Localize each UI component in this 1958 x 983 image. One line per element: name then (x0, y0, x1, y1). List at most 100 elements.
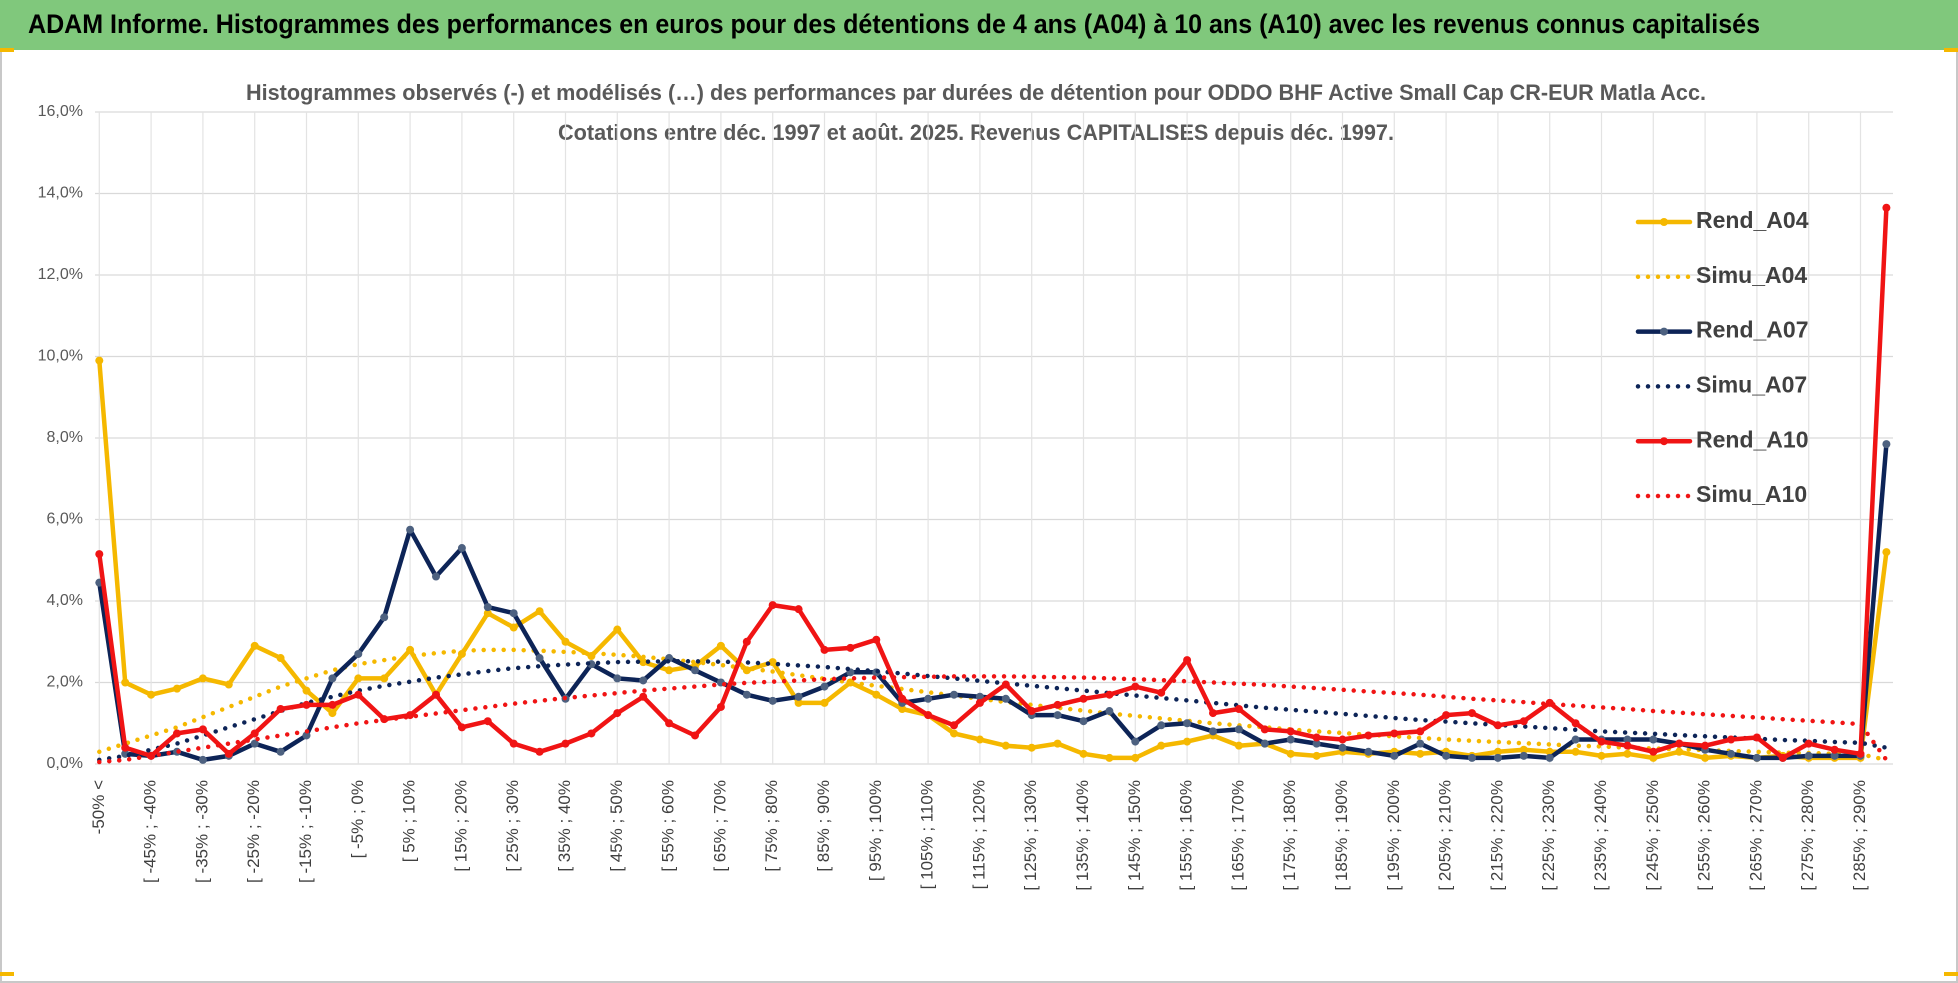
point (613, 709, 622, 718)
point (924, 694, 933, 703)
point (1493, 747, 1502, 756)
point (1286, 735, 1295, 744)
point (354, 690, 363, 699)
point (716, 702, 725, 711)
x-tick-label: [ 135% ; 140% (1073, 780, 1092, 891)
point (1364, 731, 1373, 740)
point (1053, 711, 1062, 720)
point (1234, 725, 1243, 734)
point (1468, 709, 1476, 718)
point (1416, 739, 1425, 748)
point (509, 609, 518, 618)
point (173, 684, 181, 693)
point (1468, 753, 1476, 762)
point (794, 692, 803, 701)
point (716, 641, 725, 650)
point (1001, 680, 1010, 689)
point (1442, 711, 1451, 720)
point (1260, 725, 1269, 734)
point (1001, 741, 1010, 750)
point (1597, 737, 1606, 746)
x-tick-label: [ 115% ; 120% (969, 780, 988, 889)
point (1001, 694, 1010, 703)
point (1027, 707, 1036, 716)
point (276, 704, 285, 713)
corner (0, 972, 14, 976)
x-tick-label: [ 95% ; 100% (866, 780, 885, 881)
point (1312, 733, 1321, 742)
point (1752, 733, 1761, 742)
series-line (97, 659, 1889, 763)
point (535, 654, 544, 663)
point (302, 700, 311, 709)
x-tick-label: [ -35% ; -30% (192, 780, 211, 883)
point (561, 739, 570, 748)
point (1597, 751, 1606, 760)
y-tick-label: 14,0% (38, 185, 83, 202)
point (1882, 203, 1891, 212)
point (1727, 749, 1735, 758)
point (432, 572, 440, 581)
y-tick-label: 12,0% (38, 266, 83, 283)
point (1209, 727, 1217, 736)
point (1286, 749, 1295, 758)
page-title: ADAM Informe. Histogrammes des performan… (28, 9, 1760, 39)
point (924, 711, 933, 720)
y-tick-label: 8,0% (47, 429, 83, 446)
x-tick-label: [ 155% ; 160% (1177, 780, 1196, 891)
x-tick-label: [ -15% ; -10% (296, 780, 315, 883)
point (380, 613, 389, 622)
point (691, 666, 699, 675)
x-tick-label: [ 255% ; 260% (1695, 780, 1714, 891)
point (1286, 727, 1295, 736)
point (1519, 745, 1528, 754)
x-tick-label: -50% < (89, 780, 108, 834)
point (1157, 741, 1166, 750)
point (1053, 700, 1062, 709)
series-line (97, 441, 1889, 763)
point (1701, 741, 1710, 750)
point (820, 698, 829, 707)
corner (0, 48, 14, 52)
x-tick-label: [ 275% ; 280% (1798, 780, 1817, 891)
legend-label: Simu_A07 (1696, 371, 1807, 397)
plot (95, 203, 1891, 765)
point (535, 607, 544, 616)
point (975, 698, 984, 707)
y-tick-label: 4,0% (47, 592, 83, 609)
point (1752, 753, 1761, 762)
point (1519, 751, 1528, 760)
point (1183, 737, 1192, 746)
point (1260, 739, 1269, 748)
point (173, 729, 181, 738)
point (1649, 753, 1658, 762)
corner (1944, 48, 1958, 52)
point (121, 743, 130, 752)
point (1778, 753, 1787, 762)
legend-marker (1660, 437, 1668, 446)
y-tick-label: 10,0% (38, 348, 83, 365)
point (1183, 719, 1192, 728)
point (1830, 751, 1839, 760)
point (1519, 717, 1528, 726)
point (1856, 749, 1865, 758)
point (1493, 753, 1502, 762)
point (1571, 747, 1580, 756)
point (457, 723, 466, 732)
chart-subtitle: Cotations entre déc. 1997 et août. 2025.… (558, 120, 1394, 145)
x-tick-label: [ 75% ; 80% (762, 780, 781, 872)
point (147, 690, 156, 699)
point (639, 692, 648, 701)
point (1804, 739, 1813, 748)
legend: Rend_A04 Simu_A04 Rend_A07 Simu_A07 Rend_A10… (1635, 207, 1809, 507)
x-tick-label: [ 225% ; 230% (1539, 780, 1558, 891)
point (302, 686, 311, 695)
point (1105, 690, 1114, 699)
x-tick-label: [ 195% ; 200% (1384, 780, 1403, 891)
point (1338, 743, 1347, 752)
x-tick-label: [ 55% ; 60% (659, 780, 678, 872)
point (1312, 751, 1321, 760)
point (509, 739, 518, 748)
